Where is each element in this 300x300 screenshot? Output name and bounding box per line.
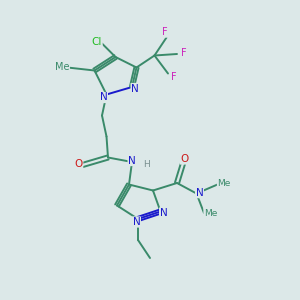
Text: N: N (128, 155, 136, 166)
Text: O: O (180, 154, 189, 164)
Text: Me: Me (55, 62, 69, 72)
Text: F: F (181, 47, 186, 58)
Text: F: F (171, 72, 176, 82)
Text: N: N (131, 83, 139, 94)
Text: Me: Me (218, 178, 231, 188)
Text: Me: Me (204, 208, 217, 217)
Text: O: O (74, 159, 83, 170)
Text: H: H (144, 160, 150, 169)
Text: N: N (160, 208, 167, 218)
Text: Cl: Cl (92, 37, 102, 47)
Text: N: N (100, 92, 107, 103)
Text: N: N (133, 217, 140, 227)
Text: N: N (196, 188, 203, 198)
Text: F: F (162, 27, 168, 37)
